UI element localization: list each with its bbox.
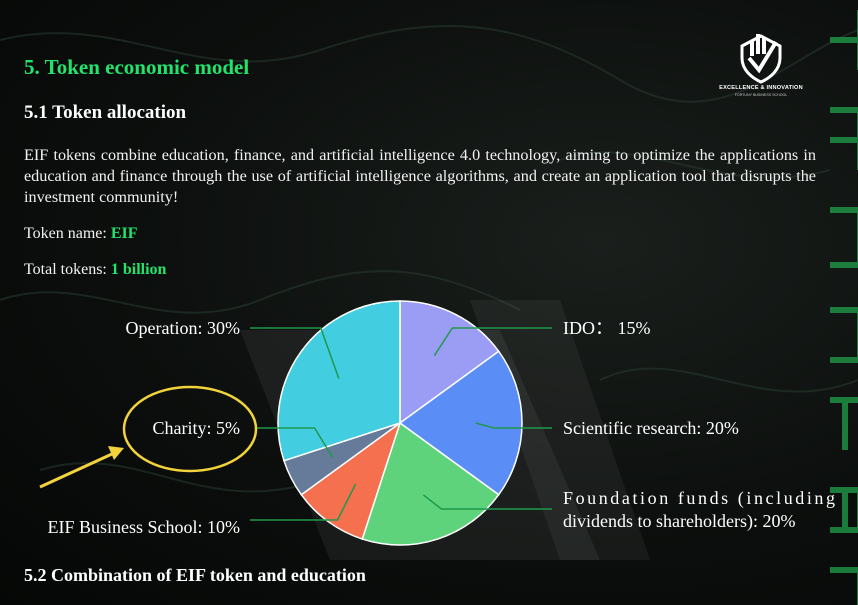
charity-highlight-circle (122, 385, 258, 473)
intro-paragraph: EIF tokens combine education, finance, a… (24, 146, 816, 206)
token-name-value: EIF (110, 225, 138, 242)
logo-subtitle: FORTUNY BUSINESS SCHOOL (734, 93, 788, 97)
slice-label: EIF Business School: 10% (47, 517, 240, 537)
slice-label: Charity: 5% (153, 418, 241, 438)
pointer-arrow-icon (39, 446, 124, 489)
pie-slice-operation (277, 300, 401, 462)
total-tokens-row: Total tokens: 1 billion (24, 261, 166, 279)
total-tokens-label: Total tokens: (24, 261, 107, 278)
school-logo: EXCELLENCE & INNOVATION FORTUNY BUSINESS… (712, 28, 810, 98)
leader-line (250, 483, 357, 521)
leader-line (250, 327, 340, 379)
shield-logo-icon (740, 34, 782, 84)
section-title: 5. Token economic model (24, 55, 250, 79)
slice-label: IDO： 15% (563, 318, 651, 338)
leader-line (255, 427, 334, 458)
slice-label: Foundation funds (including (563, 488, 835, 509)
leader-line (433, 327, 552, 357)
logo-tagline: EXCELLENCE & INNOVATION (719, 85, 803, 91)
pie-slice-ido (399, 300, 500, 425)
leader-line (475, 422, 552, 429)
subsection-title: 5.1 Token allocation (24, 102, 187, 123)
next-section-title: 5.2 Combination of EIF token and educati… (24, 565, 366, 585)
trader-watermark (830, 10, 858, 605)
pie-slice-scientific (398, 350, 523, 496)
token-name-row: Token name: EIF (24, 225, 138, 243)
leader-line (422, 494, 552, 510)
pie-slice-foundation (361, 421, 500, 546)
slice-label: Scientific research: 20% (563, 418, 739, 438)
pie-slice-eif (300, 421, 402, 540)
total-tokens-value: 1 billion (110, 261, 167, 278)
token-name-label: Token name: (24, 225, 107, 242)
slice-label: dividends to shareholders): 20% (563, 511, 795, 532)
slice-label: Operation: 30% (126, 318, 240, 338)
